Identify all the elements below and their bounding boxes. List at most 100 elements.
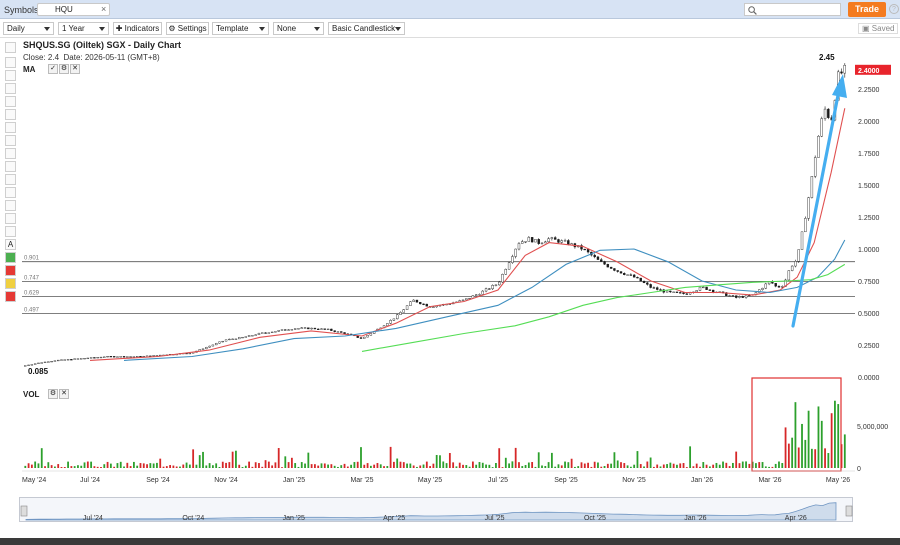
up-arrow-icon[interactable] bbox=[5, 252, 16, 263]
volume-bar bbox=[159, 458, 162, 468]
volume-bar bbox=[142, 463, 145, 468]
candle-body bbox=[419, 302, 422, 305]
candle-body bbox=[66, 359, 70, 361]
saved-button[interactable]: ▣ Saved bbox=[858, 23, 899, 34]
gear-icon[interactable]: ⚙ bbox=[48, 389, 58, 399]
cursor-icon[interactable] bbox=[5, 57, 16, 68]
volume-bar bbox=[544, 466, 547, 468]
candle-body bbox=[800, 231, 804, 250]
date-label: Date: bbox=[63, 53, 83, 62]
volume-bar bbox=[656, 464, 659, 468]
candle-body bbox=[537, 239, 540, 244]
check-icon[interactable]: ✓ bbox=[48, 64, 58, 74]
settings-button[interactable]: ⚙ Settings bbox=[166, 22, 209, 35]
range-navigator[interactable]: Jul '24 Oct '24 Jan '25 Apr '25 Jul '25 Oct '… bbox=[19, 497, 853, 522]
volume-bar bbox=[590, 466, 593, 468]
volume-bar bbox=[820, 420, 823, 468]
help-icon[interactable]: ? bbox=[889, 4, 899, 14]
volume-bar bbox=[425, 461, 428, 468]
candle-body bbox=[830, 117, 833, 121]
candle-body bbox=[211, 344, 215, 347]
remove-symbol-icon[interactable]: × bbox=[101, 4, 107, 14]
navigator-area bbox=[25, 502, 837, 521]
candle-body bbox=[517, 243, 521, 250]
volume-bar bbox=[77, 465, 79, 468]
arc-icon[interactable] bbox=[5, 148, 16, 159]
candle-body bbox=[132, 356, 136, 358]
horizontal-line-icon[interactable] bbox=[5, 70, 16, 81]
navigator-tick-label: Oct '25 bbox=[584, 515, 606, 522]
volume-bar bbox=[179, 466, 181, 468]
candle-body bbox=[395, 314, 399, 320]
search-input[interactable] bbox=[744, 3, 841, 16]
eraser-icon[interactable] bbox=[5, 291, 16, 302]
vertical-line-icon[interactable] bbox=[5, 83, 16, 94]
volume-bar bbox=[165, 466, 168, 468]
volume-bar bbox=[267, 461, 270, 468]
fibonacci-icon[interactable] bbox=[5, 174, 16, 185]
channel-icon[interactable] bbox=[5, 135, 16, 146]
candle-body bbox=[514, 248, 517, 257]
volume-bar bbox=[396, 458, 399, 468]
interval-dropdown[interactable]: Daily bbox=[3, 22, 54, 35]
chart-style-dropdown[interactable]: Basic Candlestick bbox=[328, 22, 405, 35]
symbol-input[interactable]: HQU × bbox=[37, 3, 110, 16]
candle-body bbox=[504, 269, 508, 275]
level-label: 0.747 bbox=[24, 275, 40, 281]
compare-dropdown[interactable]: None bbox=[273, 22, 324, 35]
indicators-button[interactable]: ✚ Indicators bbox=[113, 22, 162, 35]
volume-bar bbox=[287, 462, 290, 468]
y-tick-label: 0.2500 bbox=[858, 343, 880, 350]
volume-bar bbox=[30, 464, 33, 468]
highlight-box bbox=[751, 377, 842, 472]
volume-bar bbox=[685, 467, 688, 468]
pencil-icon[interactable] bbox=[5, 278, 16, 289]
ray-line-icon[interactable] bbox=[5, 109, 16, 120]
y-tick-label: 1.7500 bbox=[858, 151, 880, 158]
rectangle-icon[interactable] bbox=[5, 161, 16, 172]
volume-bar bbox=[73, 466, 76, 468]
volume-bar bbox=[60, 467, 63, 468]
arc-tool-icon[interactable] bbox=[5, 226, 16, 237]
extended-line-icon[interactable] bbox=[5, 122, 16, 133]
close-icon[interactable]: ✕ bbox=[70, 64, 80, 74]
candle-body bbox=[577, 245, 580, 248]
indicators-label: Indicators bbox=[124, 24, 160, 33]
candle-body bbox=[112, 356, 116, 358]
volume-tick-label: 5,000,000 bbox=[857, 424, 888, 431]
range-value: 1 Year bbox=[62, 24, 85, 33]
candle-body bbox=[794, 261, 797, 267]
fullscreen-icon[interactable] bbox=[5, 42, 16, 53]
candle-body bbox=[231, 338, 234, 340]
volume-bar bbox=[679, 463, 682, 468]
volume-bar bbox=[86, 461, 89, 468]
x-tick-label: May '26 bbox=[826, 477, 850, 484]
volume-bar bbox=[412, 465, 415, 468]
text-icon[interactable]: A bbox=[5, 239, 16, 250]
close-icon[interactable]: ✕ bbox=[59, 389, 69, 399]
volume-bar bbox=[379, 464, 382, 468]
volume-bar bbox=[725, 462, 728, 468]
candle-body bbox=[787, 270, 791, 281]
template-dropdown[interactable]: Template bbox=[212, 22, 269, 35]
candle-body bbox=[178, 353, 182, 355]
candle-body bbox=[218, 341, 221, 344]
gear-icon[interactable]: ⚙ bbox=[59, 64, 69, 74]
volume-bar bbox=[623, 463, 626, 468]
volume-bar bbox=[613, 452, 616, 468]
volume-bar bbox=[534, 466, 537, 468]
candle-body bbox=[751, 294, 754, 296]
circle-icon[interactable] bbox=[5, 213, 16, 224]
volume-bar bbox=[435, 454, 438, 468]
gann-icon[interactable] bbox=[5, 187, 16, 198]
volume-bar bbox=[350, 464, 353, 468]
volume-bar bbox=[129, 466, 132, 468]
trade-button[interactable]: Trade bbox=[848, 2, 886, 17]
range-dropdown[interactable]: 1 Year bbox=[58, 22, 109, 35]
pitchfork-icon[interactable] bbox=[5, 200, 16, 211]
x-tick-label: Jul '24 bbox=[80, 477, 100, 484]
trend-line-icon[interactable] bbox=[5, 96, 16, 107]
candle-body bbox=[142, 356, 145, 358]
volume-bar bbox=[109, 463, 112, 468]
down-arrow-icon[interactable] bbox=[5, 265, 16, 276]
